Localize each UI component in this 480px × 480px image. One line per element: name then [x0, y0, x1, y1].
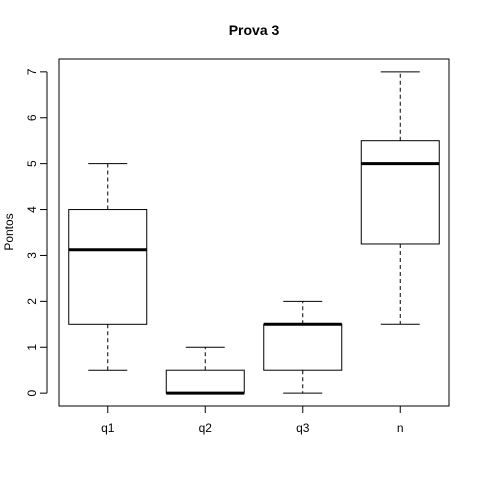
y-tick-label: 2: [25, 298, 39, 305]
y-tick-label: 7: [25, 68, 39, 75]
x-axis: q1 q2 q3 n: [101, 405, 404, 435]
box-body: [165, 369, 245, 394]
y-tick-label: 0: [25, 389, 39, 396]
box-q1: [68, 163, 148, 371]
box-body: [68, 209, 148, 325]
y-tick-label: 6: [25, 114, 39, 121]
box-n: [360, 71, 440, 325]
box-q3: [263, 300, 343, 394]
boxes-group: [68, 71, 440, 395]
y-tick-label: 4: [25, 206, 39, 213]
y-tick-label: 3: [25, 252, 39, 259]
y-tick-label: 5: [25, 160, 39, 167]
x-tick-label: n: [397, 421, 404, 435]
chart-title: Prova 3: [229, 22, 280, 38]
y-tick-label: 1: [25, 344, 39, 351]
y-axis: 0 1 2 3 4 5 6 7: [25, 68, 48, 396]
x-tick-label: q1: [101, 421, 115, 435]
y-axis-label: Pontos: [2, 213, 16, 250]
x-tick-label: q3: [296, 421, 310, 435]
box-body: [360, 140, 440, 245]
box-q2: [165, 346, 245, 395]
x-tick-label: q2: [199, 421, 213, 435]
box-body: [263, 323, 343, 371]
